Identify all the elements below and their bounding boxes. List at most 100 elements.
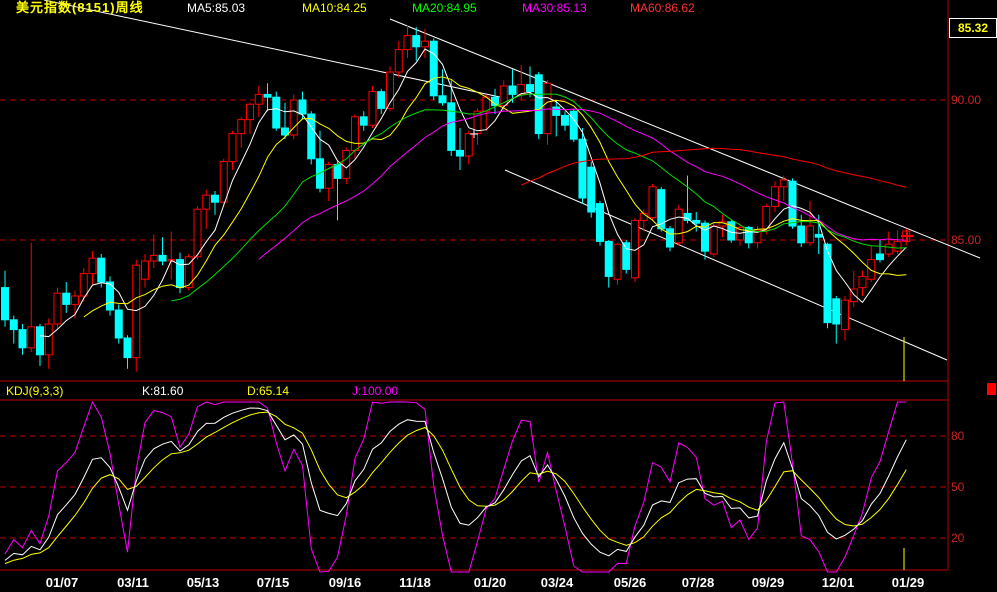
date-label: 07/28 bbox=[681, 575, 715, 590]
candle-up bbox=[53, 292, 62, 325]
current-price-badge: 85.32 bbox=[949, 18, 997, 38]
candle-down bbox=[263, 93, 272, 98]
ma30-line bbox=[258, 108, 907, 260]
ma30-value-label: MA30:85.13 bbox=[522, 1, 587, 15]
candle-up bbox=[893, 240, 902, 252]
kdj-axis-label-80: 80 bbox=[951, 429, 965, 443]
candle-down bbox=[9, 319, 18, 331]
candle-down bbox=[62, 292, 71, 305]
candle-up bbox=[648, 186, 657, 219]
candle-up bbox=[631, 219, 639, 279]
candle-down bbox=[272, 96, 281, 129]
candle-down bbox=[307, 113, 316, 160]
candle-up bbox=[517, 84, 526, 95]
candle-up bbox=[858, 275, 867, 289]
ma20-value-label: MA20:84.95 bbox=[412, 1, 477, 15]
kdj-j-value: J:100.00 bbox=[352, 384, 399, 398]
ma60-line bbox=[521, 147, 907, 188]
ma20-line bbox=[171, 93, 907, 302]
candle-down bbox=[114, 309, 123, 339]
candle-up bbox=[79, 273, 88, 297]
candle-down bbox=[622, 242, 631, 270]
candle-up bbox=[228, 133, 237, 163]
candle-up bbox=[841, 299, 849, 331]
price-axis-label-90: 90.00 bbox=[951, 93, 982, 107]
price-axis-label-85: 85.00 bbox=[951, 233, 982, 247]
candle-down bbox=[211, 194, 219, 203]
trendline bbox=[504, 169, 948, 361]
date-label: 09/29 bbox=[751, 575, 785, 590]
kdj-axis-label-20: 20 bbox=[951, 531, 965, 545]
candle-up bbox=[324, 163, 333, 189]
date-label: 05/26 bbox=[613, 575, 647, 590]
candle-up bbox=[351, 116, 359, 151]
candle-up bbox=[132, 264, 141, 359]
date-label: 01/20 bbox=[473, 575, 507, 590]
candle-down bbox=[447, 102, 456, 151]
candle-down bbox=[377, 91, 386, 109]
candle-up bbox=[386, 71, 394, 109]
candle-up bbox=[27, 326, 36, 349]
candle-up bbox=[193, 208, 202, 258]
date-label: 12/01 bbox=[821, 575, 855, 590]
scroll-indicator[interactable] bbox=[987, 383, 996, 395]
candle-up bbox=[237, 119, 246, 135]
candle-down bbox=[1, 287, 9, 321]
candle-up bbox=[779, 179, 788, 188]
candle-up bbox=[44, 323, 53, 356]
ma10-line bbox=[83, 76, 907, 318]
kdj-k-line bbox=[4, 407, 907, 561]
candle-down bbox=[823, 243, 832, 324]
candle-down bbox=[534, 74, 543, 135]
candle-down bbox=[18, 329, 27, 349]
candle-up bbox=[867, 259, 876, 280]
candle-down bbox=[604, 240, 613, 277]
date-label: 01/07 bbox=[45, 575, 79, 590]
candle-down bbox=[832, 298, 841, 325]
candle-up bbox=[368, 91, 377, 126]
kdj-d-line bbox=[4, 411, 907, 565]
candle-down bbox=[36, 326, 44, 356]
candle-down bbox=[97, 257, 106, 283]
candle-down bbox=[508, 85, 517, 95]
candle-down bbox=[429, 40, 438, 97]
candle-up bbox=[613, 243, 622, 280]
candle-up bbox=[342, 149, 351, 179]
candle-down bbox=[526, 84, 534, 93]
candle-up bbox=[499, 85, 508, 107]
ma5-line bbox=[39, 48, 907, 338]
date-label: 05/13 bbox=[186, 575, 220, 590]
candle-down bbox=[158, 254, 167, 262]
date-label: 11/18 bbox=[399, 575, 431, 590]
kdj-axis-label-50: 50 bbox=[951, 480, 965, 494]
candle-up bbox=[71, 295, 79, 305]
ma5-value-label: MA5:85.03 bbox=[187, 1, 246, 15]
candle-up bbox=[753, 229, 762, 244]
candle-up bbox=[771, 186, 779, 207]
candle-down bbox=[298, 99, 307, 115]
candle-up bbox=[219, 161, 228, 203]
trendline bbox=[43, 0, 501, 98]
candle-down bbox=[359, 116, 368, 126]
candle-up bbox=[464, 133, 473, 157]
candle-up bbox=[246, 103, 254, 121]
candle-down bbox=[683, 212, 692, 221]
candle-up bbox=[884, 243, 893, 255]
candle-down bbox=[333, 163, 342, 179]
date-label: 01/29 bbox=[891, 575, 925, 590]
ma60-value-label: MA60:86.62 bbox=[630, 1, 695, 15]
candle-down bbox=[666, 228, 674, 248]
candle-down bbox=[692, 219, 701, 224]
candle-up bbox=[806, 225, 814, 244]
candle-down bbox=[814, 233, 823, 238]
candle-down bbox=[876, 253, 884, 261]
candle-down bbox=[438, 95, 447, 104]
candle-up bbox=[141, 260, 149, 280]
trendline bbox=[389, 18, 981, 259]
date-label: 07/15 bbox=[256, 575, 290, 590]
candle-down bbox=[456, 149, 464, 157]
kdj-indicator-title: KDJ(9,3,3) bbox=[6, 384, 64, 398]
candle-down bbox=[569, 110, 578, 140]
candle-up bbox=[394, 49, 403, 73]
